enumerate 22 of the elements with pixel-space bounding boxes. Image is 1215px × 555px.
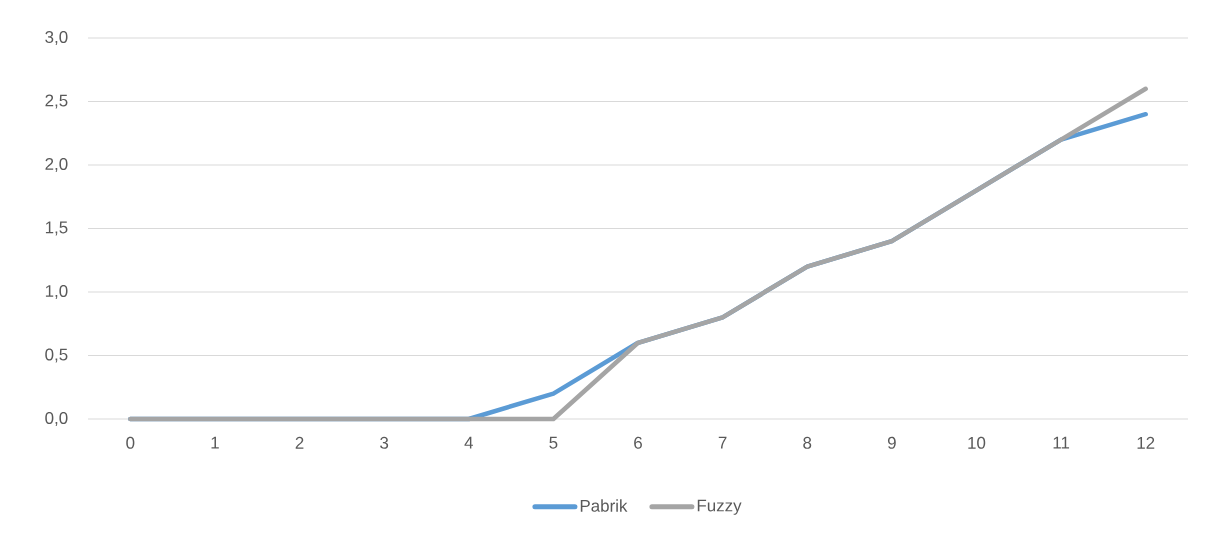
- y-tick-label: 0,5: [45, 348, 68, 363]
- x-tick-label: 0: [126, 436, 135, 449]
- y-tick-label: 2,0: [45, 157, 68, 172]
- x-tick-label: 6: [634, 436, 642, 449]
- legend-label: Pabrik: [580, 499, 628, 512]
- y-tick-label: 1,0: [45, 284, 68, 299]
- x-tick-label: 3: [380, 436, 389, 449]
- x-tick-label: 8: [803, 436, 812, 449]
- x-tick-label: 5: [549, 436, 558, 449]
- y-tick-label: 2,5: [45, 94, 68, 109]
- x-tick-label: 12: [1137, 436, 1155, 449]
- x-tick-label: 10: [968, 436, 986, 449]
- x-tick-label: 1: [211, 436, 219, 449]
- y-tick-label: 3,0: [45, 30, 68, 45]
- x-tick-label: 11: [1053, 436, 1070, 449]
- x-tick-label: 7: [718, 436, 727, 449]
- y-tick-label: 0,0: [45, 411, 68, 426]
- x-tick-label: 9: [887, 436, 896, 449]
- x-tick-label: 2: [295, 436, 304, 449]
- y-tick-label: 1,5: [45, 221, 68, 236]
- x-tick-label: 4: [464, 436, 473, 449]
- legend-label: Fuzzy: [697, 499, 742, 515]
